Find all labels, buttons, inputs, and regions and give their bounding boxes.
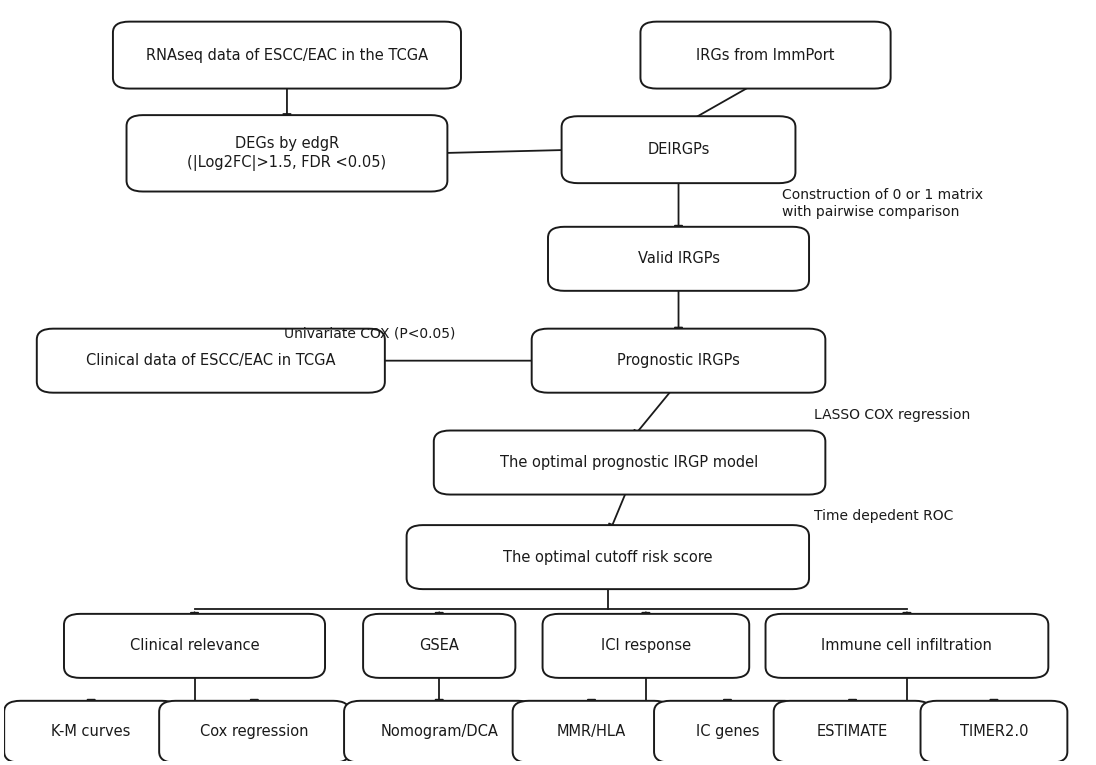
FancyBboxPatch shape <box>921 701 1068 763</box>
FancyBboxPatch shape <box>561 116 796 183</box>
Text: Clinical data of ESCC/EAC in TCGA: Clinical data of ESCC/EAC in TCGA <box>87 353 335 368</box>
FancyBboxPatch shape <box>37 329 385 392</box>
FancyBboxPatch shape <box>363 614 515 678</box>
Text: Clinical relevance: Clinical relevance <box>129 638 260 653</box>
Text: The optimal cutoff risk score: The optimal cutoff risk score <box>503 549 712 565</box>
Text: K-M curves: K-M curves <box>52 724 130 739</box>
FancyBboxPatch shape <box>640 21 891 89</box>
FancyBboxPatch shape <box>532 329 825 392</box>
Text: IC genes: IC genes <box>696 724 760 739</box>
Text: DEIRGPs: DEIRGPs <box>648 142 710 157</box>
Text: Construction of 0 or 1 matrix
with pairwise comparison: Construction of 0 or 1 matrix with pairw… <box>781 188 983 219</box>
Text: Univariate COX (P<0.05): Univariate COX (P<0.05) <box>284 327 456 340</box>
Text: MMR/HLA: MMR/HLA <box>557 724 626 739</box>
FancyBboxPatch shape <box>344 701 535 763</box>
Text: RNAseq data of ESCC/EAC in the TCGA: RNAseq data of ESCC/EAC in the TCGA <box>146 47 429 63</box>
Text: ICI response: ICI response <box>601 638 690 653</box>
Text: Valid IRGPs: Valid IRGPs <box>638 252 719 266</box>
Text: The optimal prognostic IRGP model: The optimal prognostic IRGP model <box>501 455 758 470</box>
FancyBboxPatch shape <box>159 701 350 763</box>
FancyBboxPatch shape <box>407 525 809 589</box>
Text: Nomogram/DCA: Nomogram/DCA <box>380 724 499 739</box>
FancyBboxPatch shape <box>513 701 671 763</box>
FancyBboxPatch shape <box>654 701 801 763</box>
FancyBboxPatch shape <box>774 701 932 763</box>
FancyBboxPatch shape <box>126 115 447 191</box>
Text: TIMER2.0: TIMER2.0 <box>960 724 1028 739</box>
Text: ESTIMATE: ESTIMATE <box>817 724 888 739</box>
FancyBboxPatch shape <box>4 701 179 763</box>
FancyBboxPatch shape <box>548 226 809 291</box>
Text: LASSO COX regression: LASSO COX regression <box>814 409 971 422</box>
FancyBboxPatch shape <box>434 431 825 494</box>
Text: Cox regression: Cox regression <box>201 724 309 739</box>
FancyBboxPatch shape <box>113 21 461 89</box>
Text: GSEA: GSEA <box>420 638 459 653</box>
FancyBboxPatch shape <box>765 614 1049 678</box>
FancyBboxPatch shape <box>64 614 326 678</box>
Text: IRGs from ImmPort: IRGs from ImmPort <box>696 47 835 63</box>
Text: Prognostic IRGPs: Prognostic IRGPs <box>617 353 740 368</box>
Text: DEGs by edgR
(|Log2FC|>1.5, FDR <0.05): DEGs by edgR (|Log2FC|>1.5, FDR <0.05) <box>187 135 387 171</box>
Text: Immune cell infiltration: Immune cell infiltration <box>822 638 992 653</box>
Text: Time depedent ROC: Time depedent ROC <box>814 509 954 522</box>
FancyBboxPatch shape <box>543 614 750 678</box>
